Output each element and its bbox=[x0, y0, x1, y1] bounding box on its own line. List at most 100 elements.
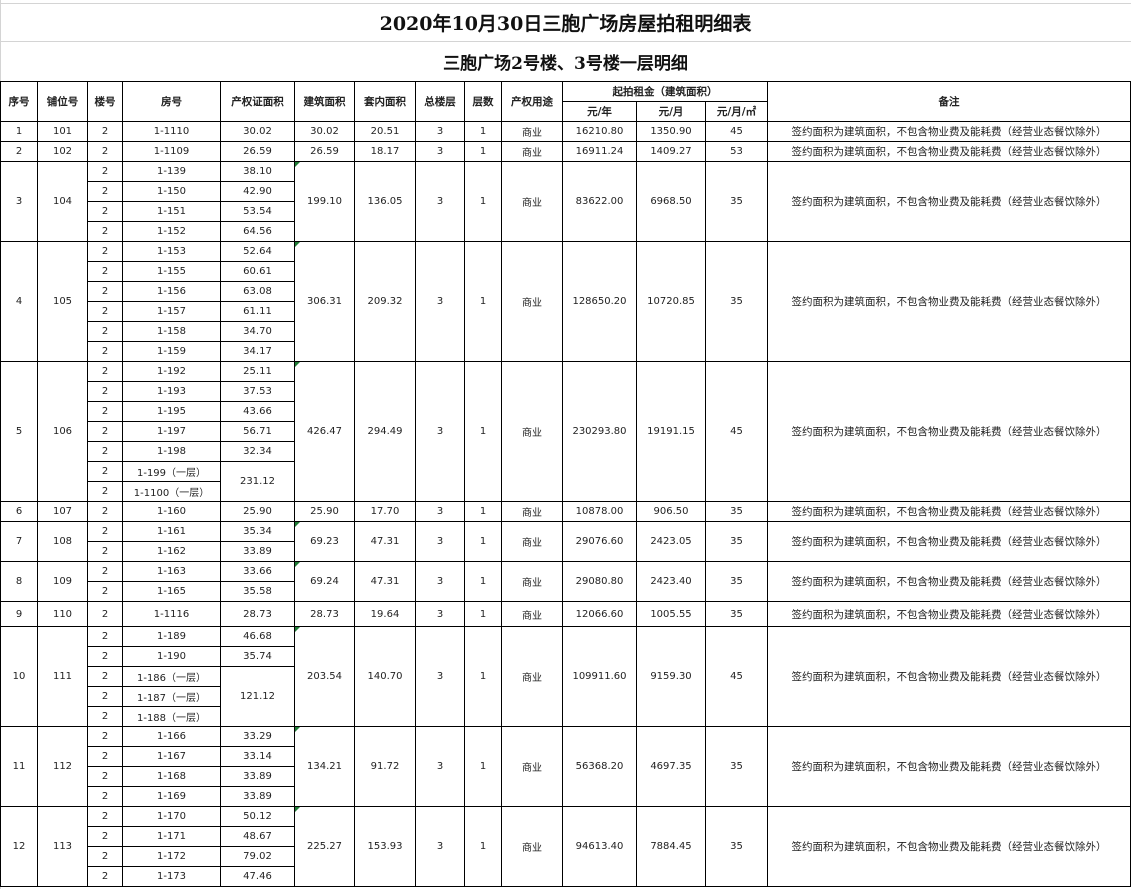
cell-inner-area: 47.31 bbox=[354, 521, 416, 562]
cell-per-year: 94613.40 bbox=[562, 806, 637, 887]
cell-inner-area: 19.64 bbox=[354, 601, 416, 627]
cell-usage: 商业 bbox=[501, 601, 563, 627]
cell-cert-area: 30.02 bbox=[220, 121, 295, 142]
cell-note: 签约面积为建筑面积，不包含物业费及能耗费（经营业态餐饮除外） bbox=[767, 161, 1131, 242]
cell-build-area: 203.54 bbox=[294, 626, 355, 727]
table-row: 11 112 2 1-166 33.29 134.21 91.72 3 1 商业 56368.20 4… bbox=[0, 726, 1131, 807]
cell-inner-area: 17.70 bbox=[354, 501, 416, 522]
cell-room: 1-156 bbox=[122, 281, 221, 302]
cell-build-area: 69.23 bbox=[294, 521, 355, 562]
table-row: 2 1-152 64.56 bbox=[1, 221, 1131, 242]
cell-floor: 1 bbox=[464, 806, 502, 887]
cell-total-floors: 3 bbox=[415, 726, 465, 807]
cell-usage: 商业 bbox=[501, 361, 563, 502]
cell-cert-area: 64.56 bbox=[220, 221, 295, 242]
cell-total-floors: 3 bbox=[415, 361, 465, 502]
cell-seq: 1 bbox=[0, 121, 38, 142]
cell-building: 2 bbox=[87, 481, 123, 502]
table-row: 2 1-197 56.71 bbox=[1, 421, 1131, 442]
cell-per-month-sqm: 35 bbox=[704, 161, 769, 242]
cell-note: 签约面积为建筑面积，不包含物业费及能耗费（经营业态餐饮除外） bbox=[767, 626, 1131, 727]
cell-seq: 6 bbox=[0, 501, 38, 522]
cell-inner-area: 18.17 bbox=[354, 141, 416, 162]
cell-building: 2 bbox=[87, 766, 123, 787]
cell-per-year: 16210.80 bbox=[562, 121, 637, 142]
cell-per-year: 16911.24 bbox=[562, 141, 637, 162]
table-row: 2 1-165 35.58 bbox=[1, 581, 1131, 602]
cell-building: 2 bbox=[87, 361, 123, 382]
cell-per-year: 109911.60 bbox=[562, 626, 637, 727]
cell-cert-area: 79.02 bbox=[220, 846, 295, 867]
header-seq: 序号 bbox=[0, 81, 38, 122]
cell-shop: 104 bbox=[37, 161, 88, 242]
table-row: 2 1-162 33.89 bbox=[1, 541, 1131, 562]
cell-floor: 1 bbox=[464, 626, 502, 727]
cell-building: 2 bbox=[87, 746, 123, 767]
cell-usage: 商业 bbox=[501, 501, 563, 522]
cell-floor: 1 bbox=[464, 141, 502, 162]
cell-floor: 1 bbox=[464, 521, 502, 562]
cell-cert-area: 38.10 bbox=[220, 161, 295, 182]
cell-room: 1-186（一层） bbox=[122, 666, 221, 687]
cell-per-month: 6968.50 bbox=[636, 161, 706, 242]
header-note: 备注 bbox=[767, 81, 1131, 122]
cell-shop: 111 bbox=[37, 626, 88, 727]
table-row: 7 108 2 1-161 35.34 69.23 47.31 3 1 商业 29076.60 242… bbox=[0, 521, 1131, 562]
cell-cert-area: 33.89 bbox=[220, 541, 295, 562]
table-row: 2 1-173 47.46 bbox=[1, 866, 1131, 887]
cell-cert-area: 53.54 bbox=[220, 201, 295, 222]
cell-building: 2 bbox=[87, 806, 123, 827]
cell-build-area: 26.59 bbox=[294, 141, 355, 162]
cell-note: 签约面积为建筑面积，不包含物业费及能耗费（经营业态餐饮除外） bbox=[767, 601, 1131, 627]
cell-cert-area: 47.46 bbox=[220, 866, 295, 887]
cell-room: 1-1110 bbox=[122, 121, 221, 142]
cell-building: 2 bbox=[87, 521, 123, 542]
cell-room: 1-188（一层） bbox=[122, 706, 221, 727]
cell-building: 2 bbox=[87, 421, 123, 442]
cell-note: 签约面积为建筑面积，不包含物业费及能耗费（经营业态餐饮除外） bbox=[767, 806, 1131, 887]
cell-cert-area: 60.61 bbox=[220, 261, 295, 282]
cell-per-month-sqm: 35 bbox=[704, 561, 769, 602]
cell-cert-area: 33.89 bbox=[220, 766, 295, 787]
table-row: 2 1-155 60.61 bbox=[1, 261, 1131, 282]
header-row: 序号 铺位号 楼号 房号 产权证面积 建筑面积 套内面积 总楼层 层数 产权用途… bbox=[0, 81, 1131, 122]
cell-per-year: 10878.00 bbox=[562, 501, 637, 522]
cell-shop: 102 bbox=[37, 141, 88, 162]
cell-building: 2 bbox=[87, 201, 123, 222]
cell-building: 2 bbox=[87, 121, 123, 142]
cell-usage: 商业 bbox=[501, 241, 563, 362]
table-row: 2 1-167 33.14 bbox=[1, 746, 1131, 767]
table-row: 3 104 2 1-139 38.10 199.10 136.05 3 1 商业 83622.00 6… bbox=[0, 161, 1131, 242]
cell-note: 签约面积为建筑面积，不包含物业费及能耗费（经营业态餐饮除外） bbox=[767, 501, 1131, 522]
sheet-subtitle: 三胞广场2号楼、3号楼一层明细 bbox=[443, 53, 688, 74]
cell-building: 2 bbox=[87, 301, 123, 322]
cell-seq: 4 bbox=[0, 241, 38, 362]
cell-room: 1-169 bbox=[122, 786, 221, 807]
cell-build-area: 30.02 bbox=[294, 121, 355, 142]
cell-per-month-sqm: 53 bbox=[704, 141, 769, 162]
cell-inner-area: 20.51 bbox=[354, 121, 416, 142]
cell-room: 1-1109 bbox=[122, 141, 221, 162]
cell-room: 1-157 bbox=[122, 301, 221, 322]
cell-shop: 110 bbox=[37, 601, 88, 627]
cell-room: 1-170 bbox=[122, 806, 221, 827]
header-subrow: 元/年 元/月 元/月/㎡ bbox=[1, 101, 1131, 122]
cell-room: 1-165 bbox=[122, 581, 221, 602]
table-row: 2 1-157 61.11 bbox=[1, 301, 1131, 322]
cell-room: 1-167 bbox=[122, 746, 221, 767]
cell-note: 签约面积为建筑面积，不包含物业费及能耗费（经营业态餐饮除外） bbox=[767, 726, 1131, 807]
cell-build-area: 134.21 bbox=[294, 726, 355, 807]
cell-cert-area: 35.34 bbox=[220, 521, 295, 542]
cell-build-area: 69.24 bbox=[294, 561, 355, 602]
cell-building: 2 bbox=[87, 181, 123, 202]
header-inner-area: 套内面积 bbox=[354, 81, 416, 122]
cell-building: 2 bbox=[87, 866, 123, 887]
cell-cert-area: 26.59 bbox=[220, 141, 295, 162]
cell-building: 2 bbox=[87, 441, 123, 462]
table-row: 9 110 2 1-1116 28.73 28.73 19.64 3 1 商业 12066.60 10… bbox=[0, 601, 1131, 627]
header-per-year: 元/年 bbox=[562, 101, 637, 122]
cell-cert-area: 35.58 bbox=[220, 581, 295, 602]
cell-building: 2 bbox=[87, 141, 123, 162]
rental-detail-table: 序号 铺位号 楼号 房号 产权证面积 建筑面积 套内面积 总楼层 层数 产权用途… bbox=[0, 81, 1131, 887]
cell-note: 签约面积为建筑面积，不包含物业费及能耗费（经营业态餐饮除外） bbox=[767, 561, 1131, 602]
